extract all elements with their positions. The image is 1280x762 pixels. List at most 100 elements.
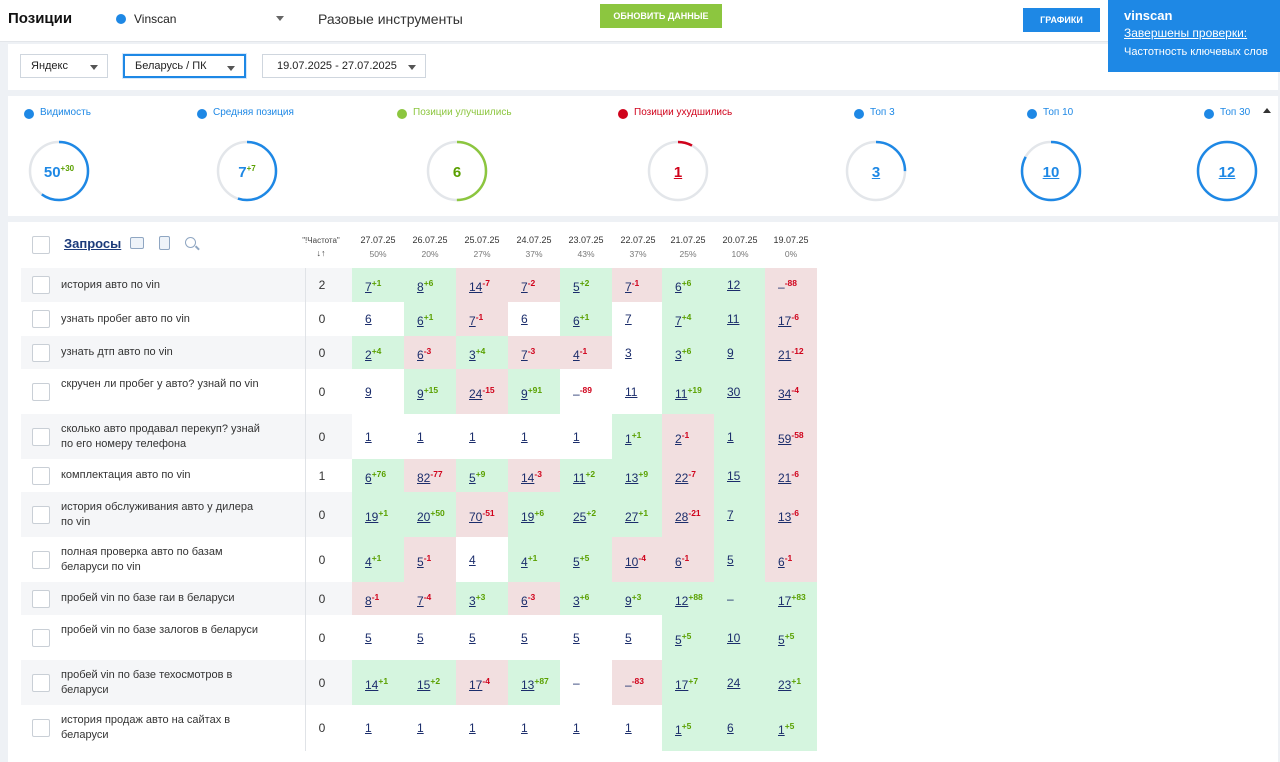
position-value[interactable]: 20+50 bbox=[417, 508, 445, 524]
position-value[interactable]: –-88 bbox=[778, 278, 797, 294]
position-value[interactable]: 7 bbox=[727, 508, 734, 522]
position-value[interactable]: 5+9 bbox=[469, 469, 485, 485]
position-value[interactable]: 2-1 bbox=[675, 430, 689, 446]
position-value[interactable]: 6-1 bbox=[675, 553, 689, 569]
row-checkbox[interactable] bbox=[32, 505, 50, 524]
chevron-down-icon[interactable] bbox=[276, 16, 284, 21]
metric-label[interactable]: Топ 3 bbox=[870, 107, 895, 118]
position-value[interactable]: 1+5 bbox=[675, 721, 691, 737]
metric-value[interactable]: 12 bbox=[1196, 164, 1258, 181]
position-value[interactable]: 23+1 bbox=[778, 676, 801, 692]
position-value[interactable]: 6 bbox=[727, 721, 734, 735]
position-value[interactable]: 3+3 bbox=[469, 592, 485, 608]
position-value[interactable]: 8-1 bbox=[365, 592, 379, 608]
position-value[interactable]: 17-4 bbox=[469, 676, 490, 692]
metric-value[interactable]: 7+7 bbox=[216, 164, 278, 181]
position-value[interactable]: 27+1 bbox=[625, 508, 648, 524]
position-value[interactable]: 7-3 bbox=[521, 346, 535, 362]
position-value[interactable]: 6 bbox=[365, 312, 372, 326]
metric-value[interactable]: 50+30 bbox=[28, 164, 90, 181]
position-value[interactable]: 9 bbox=[727, 346, 734, 360]
position-value[interactable]: 4+1 bbox=[365, 553, 381, 569]
date-column-header[interactable]: 27.07.25 50% bbox=[352, 235, 404, 259]
position-value[interactable]: 6-3 bbox=[521, 592, 535, 608]
position-value[interactable]: 9+91 bbox=[521, 385, 542, 401]
position-value[interactable]: 24-15 bbox=[469, 385, 495, 401]
metric-label[interactable]: Топ 10 bbox=[1043, 107, 1074, 118]
position-value[interactable]: 34-4 bbox=[778, 385, 799, 401]
position-value[interactable]: 6+76 bbox=[365, 469, 386, 485]
position-value[interactable]: 6+6 bbox=[675, 278, 691, 294]
position-value[interactable]: 9+3 bbox=[625, 592, 641, 608]
date-column-header[interactable]: 20.07.25 10% bbox=[714, 235, 766, 259]
position-value[interactable]: 1 bbox=[573, 430, 580, 444]
position-value[interactable]: 4+1 bbox=[521, 553, 537, 569]
position-value[interactable]: – bbox=[573, 676, 580, 690]
position-value[interactable]: 12+88 bbox=[675, 592, 703, 608]
position-value[interactable]: 21-6 bbox=[778, 469, 799, 485]
position-value[interactable]: 30 bbox=[727, 385, 740, 399]
position-value[interactable]: 5+5 bbox=[675, 631, 691, 647]
metric-value[interactable]: 6 bbox=[426, 164, 488, 181]
date-column-header[interactable]: 23.07.25 43% bbox=[560, 235, 612, 259]
charts-button[interactable]: ГРАФИКИ bbox=[1023, 8, 1100, 32]
position-value[interactable]: 13+87 bbox=[521, 676, 549, 692]
row-checkbox[interactable] bbox=[32, 343, 50, 362]
position-value[interactable]: 7+4 bbox=[675, 312, 691, 328]
position-value[interactable]: 5+5 bbox=[573, 553, 589, 569]
position-value[interactable]: 1 bbox=[417, 430, 424, 444]
select-all-checkbox[interactable] bbox=[32, 236, 50, 254]
metric-label[interactable]: Позиции ухудшились bbox=[634, 107, 733, 118]
document-icon[interactable] bbox=[159, 236, 170, 250]
metric-label[interactable]: Позиции улучшились bbox=[413, 107, 512, 118]
position-value[interactable]: 5+5 bbox=[778, 631, 794, 647]
position-value[interactable]: 5 bbox=[573, 631, 580, 645]
position-value[interactable]: 7-4 bbox=[417, 592, 431, 608]
metric-label[interactable]: Топ 30 bbox=[1220, 107, 1251, 118]
position-value[interactable]: 9 bbox=[365, 385, 372, 399]
refresh-data-button[interactable]: ОБНОВИТЬ ДАННЫЕ bbox=[600, 4, 722, 28]
position-value[interactable]: 59-58 bbox=[778, 430, 804, 446]
position-value[interactable]: 4 bbox=[469, 553, 476, 567]
position-value[interactable]: 28-21 bbox=[675, 508, 701, 524]
queries-title[interactable]: Запросы bbox=[64, 236, 122, 251]
position-value[interactable]: 17-6 bbox=[778, 312, 799, 328]
position-value[interactable]: 1 bbox=[417, 721, 424, 735]
position-value[interactable]: 6-1 bbox=[778, 553, 792, 569]
sort-icon[interactable]: ↓↑ bbox=[316, 248, 326, 258]
position-value[interactable]: 4-1 bbox=[573, 346, 587, 362]
row-checkbox[interactable] bbox=[32, 550, 50, 569]
position-value[interactable]: 19+6 bbox=[521, 508, 544, 524]
notification-link[interactable]: Завершены проверки: bbox=[1124, 26, 1248, 40]
position-value[interactable]: 1 bbox=[625, 721, 632, 735]
position-value[interactable]: 17+83 bbox=[778, 592, 806, 608]
position-value[interactable]: 6 bbox=[521, 312, 528, 326]
position-value[interactable]: 3+6 bbox=[573, 592, 589, 608]
position-value[interactable]: 1+1 bbox=[625, 430, 641, 446]
position-value[interactable]: 25+2 bbox=[573, 508, 596, 524]
row-checkbox[interactable] bbox=[32, 310, 50, 328]
position-value[interactable]: 70-51 bbox=[469, 508, 495, 524]
project-selector[interactable]: Vinscan bbox=[134, 12, 177, 26]
row-checkbox[interactable] bbox=[32, 427, 50, 446]
region-select[interactable]: Беларусь / ПК bbox=[123, 54, 246, 78]
row-checkbox[interactable] bbox=[32, 276, 50, 294]
position-value[interactable]: 11 bbox=[727, 312, 739, 326]
position-value[interactable]: 17+7 bbox=[675, 676, 698, 692]
collapse-icon[interactable] bbox=[1263, 108, 1271, 113]
position-value[interactable]: 7 bbox=[625, 312, 632, 326]
position-value[interactable]: 7-1 bbox=[469, 312, 483, 328]
position-value[interactable]: 13-6 bbox=[778, 508, 799, 524]
position-value[interactable]: 7-1 bbox=[625, 278, 639, 294]
position-value[interactable]: 10 bbox=[727, 631, 740, 645]
position-value[interactable]: 10-4 bbox=[625, 553, 646, 569]
row-checkbox[interactable] bbox=[32, 719, 50, 737]
position-value[interactable]: –-89 bbox=[573, 385, 592, 401]
one-time-tools-menu[interactable]: Разовые инструменты bbox=[318, 11, 463, 27]
metric-value[interactable]: 1 bbox=[647, 164, 709, 181]
position-value[interactable]: 1 bbox=[365, 430, 372, 444]
position-value[interactable]: 24 bbox=[727, 676, 740, 690]
date-column-header[interactable]: 24.07.25 37% bbox=[508, 235, 560, 259]
position-value[interactable]: 6+1 bbox=[417, 312, 433, 328]
date-column-header[interactable]: 26.07.25 20% bbox=[404, 235, 456, 259]
